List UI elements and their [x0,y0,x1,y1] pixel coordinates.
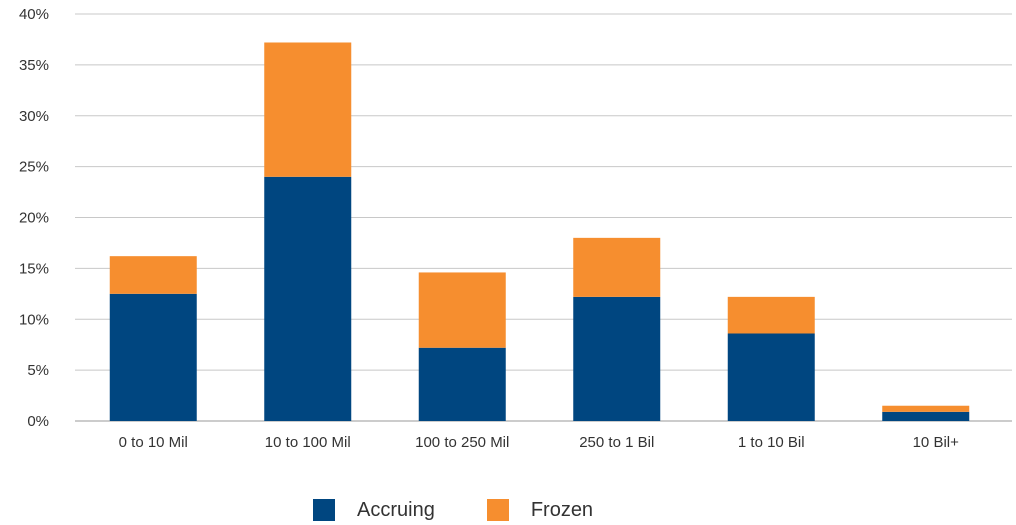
y-axis-ticks: 0% 5% 10% 15% 20% 25% 30% 35% 40% [19,6,49,430]
legend: Accruing Frozen [313,496,645,524]
x-tick-label: 250 to 1 Bil [579,434,654,451]
bar-accruing-3 [573,296,661,421]
bar-frozen-2 [418,272,506,348]
bars [109,42,970,421]
y-tick-label: 35% [19,57,49,74]
legend-item-accruing: Accruing [313,499,435,522]
bar-accruing-5 [882,411,970,421]
y-tick-label: 25% [19,159,49,176]
bar-accruing-2 [418,347,506,421]
bar-accruing-4 [727,333,815,421]
bar-frozen-1 [264,42,352,177]
x-tick-label: 10 to 100 Mil [265,434,351,451]
y-tick-label: 5% [27,362,49,379]
x-tick-label: 100 to 250 Mil [415,434,509,451]
bar-frozen-5 [882,405,970,412]
x-tick-label: 1 to 10 Bil [738,434,805,451]
legend-swatch-frozen [486,499,509,521]
y-tick-label: 15% [19,260,49,277]
x-tick-label: 10 Bil+ [913,434,960,451]
y-tick-label: 0% [27,413,49,430]
legend-label-frozen: Frozen [530,498,594,521]
legend-swatch-accruing [313,499,335,521]
bar-accruing-1 [264,176,352,421]
bar-frozen-0 [109,256,197,294]
gridlines [75,13,1012,422]
y-tick-label: 30% [19,108,49,125]
x-tick-label: 0 to 10 Mil [119,434,188,451]
y-tick-label: 10% [19,311,49,328]
bar-accruing-0 [109,293,197,421]
y-tick-label: 20% [19,210,49,227]
stacked-bar-chart: 0% 5% 10% 15% 20% 25% 30% 35% 40% 0 to 10 Mil 10 … [19,6,1012,451]
bar-frozen-3 [573,237,661,297]
x-axis-ticks: 0 to 10 Mil 10 to 100 Mil 100 to 250 Mil 25… [119,434,959,451]
legend-label-accruing: Accruing [357,498,435,521]
y-tick-label: 40% [19,6,49,23]
bar-frozen-4 [727,296,815,334]
legend-item-frozen: Frozen [486,498,594,522]
